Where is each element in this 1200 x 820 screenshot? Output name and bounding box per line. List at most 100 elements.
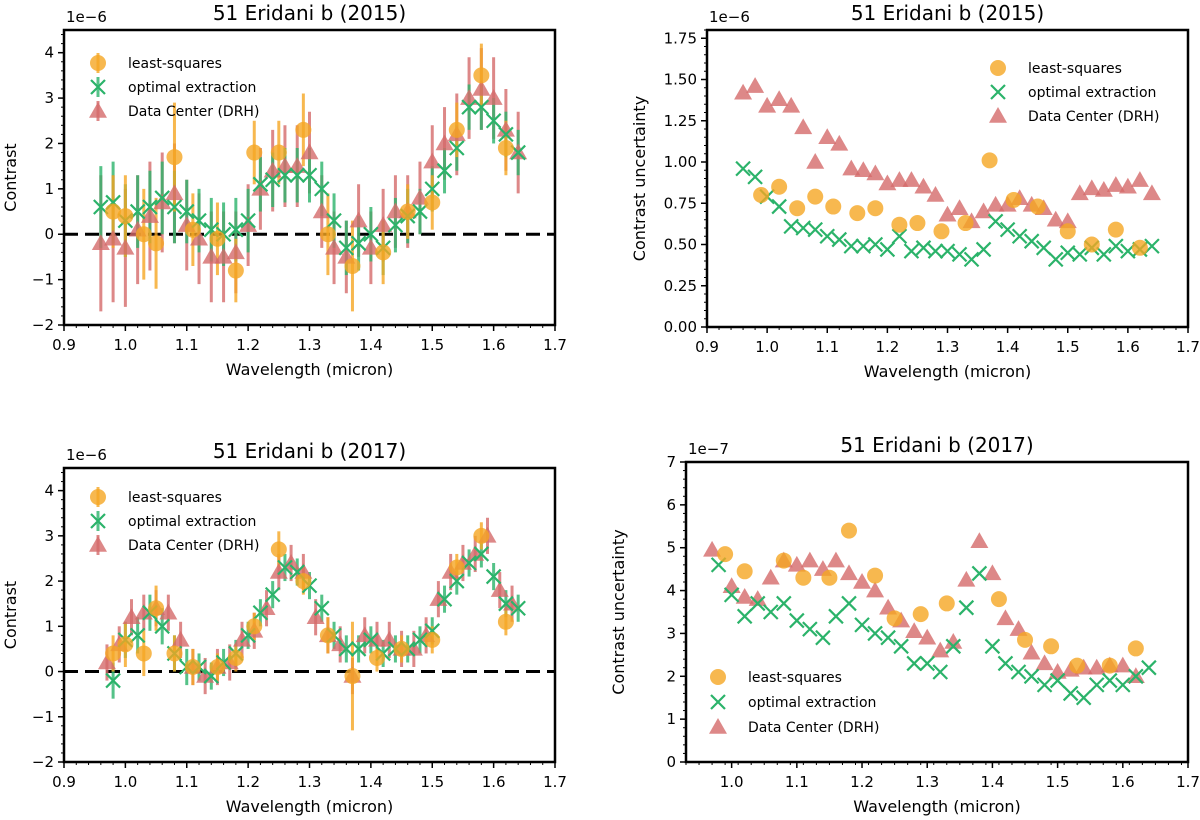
y-tick-label: 2 xyxy=(44,134,54,152)
data-point-x xyxy=(975,241,992,258)
data-point-triangle xyxy=(770,90,789,107)
data-point-x xyxy=(903,243,920,259)
data-point-triangle xyxy=(263,161,282,178)
data-point-circle xyxy=(105,203,122,220)
data-point-x xyxy=(815,629,831,646)
legend-symbol xyxy=(90,55,106,71)
data-point-x xyxy=(945,638,962,655)
data-point-circle xyxy=(105,645,122,662)
legend-label-optimal-extraction: optimal extraction xyxy=(748,695,876,711)
data-point-triangle xyxy=(735,588,754,604)
data-point-circle xyxy=(867,200,884,217)
data-point-triangle xyxy=(275,157,294,173)
data-point-triangle xyxy=(190,229,209,246)
data-point-triangle xyxy=(171,630,190,647)
y-tick-label: 3 xyxy=(666,624,676,642)
data-point-triangle xyxy=(839,564,858,581)
data-point-triangle xyxy=(905,622,924,639)
data-point-triangle xyxy=(970,532,989,549)
data-point-triangle xyxy=(957,570,976,587)
legend-marker-data-center xyxy=(89,101,107,121)
data-point-triangle xyxy=(165,184,184,201)
data-point-circle xyxy=(344,668,361,685)
legend-symbol xyxy=(710,694,726,710)
data-point-triangle xyxy=(1130,171,1149,187)
x-tick-label: 1.6 xyxy=(1116,338,1140,356)
y-tick-label: 0.75 xyxy=(664,194,697,212)
chart-title: 51 Eridani b (2017) xyxy=(840,433,1033,457)
data-point-triangle xyxy=(734,83,753,100)
data-point-circle xyxy=(497,140,514,156)
data-point-triangle xyxy=(1142,184,1161,201)
data-point-x xyxy=(939,243,956,259)
data-point-x xyxy=(987,213,1004,230)
legend-symbol xyxy=(90,79,106,95)
data-point-x xyxy=(1023,233,1040,249)
data-point-circle xyxy=(184,221,201,238)
y-tick-label: 5 xyxy=(666,539,676,557)
data-point-triangle xyxy=(484,89,503,105)
data-point-x xyxy=(919,655,935,672)
x-axis-label: Wavelength (micron) xyxy=(226,360,393,379)
data-point-triangle xyxy=(251,179,270,196)
legend-symbol xyxy=(90,489,106,505)
chart-title: 51 Eridani b (2017) xyxy=(213,439,406,463)
data-point-x xyxy=(997,655,1014,672)
data-point-x xyxy=(736,608,753,625)
data-point-x xyxy=(338,641,355,657)
legend-marker-least-squares xyxy=(90,53,106,73)
data-point-x xyxy=(142,199,158,215)
data-point-circle xyxy=(957,215,974,232)
legend-marker-least-squares xyxy=(90,487,106,507)
data-point-triangle xyxy=(902,171,921,187)
data-point-circle xyxy=(246,144,263,161)
x-tick-label: 1.5 xyxy=(1056,338,1080,356)
data-point-triangle xyxy=(974,202,993,219)
x-tick-label: 1.7 xyxy=(543,773,567,791)
data-point-x xyxy=(802,621,818,637)
y-tick-label: −1 xyxy=(32,708,54,726)
y-tick-label: 1.00 xyxy=(664,153,697,171)
data-point-x xyxy=(154,618,170,635)
data-point-triangle xyxy=(918,628,937,645)
legend-marker-least-squares xyxy=(990,60,1006,76)
data-point-triangle xyxy=(787,555,806,572)
data-point-x xyxy=(105,672,121,689)
data-point-x xyxy=(867,625,883,642)
data-point-x xyxy=(129,627,146,644)
data-point-circle xyxy=(166,149,183,166)
data-point-circle xyxy=(1069,657,1086,674)
x-tick-label: 1.1 xyxy=(785,773,809,791)
data-point-triangle xyxy=(758,96,777,113)
data-point-triangle xyxy=(460,89,479,105)
legend: least-squares optimal extraction Data Ce… xyxy=(989,60,1159,125)
x-tick-label: 1.0 xyxy=(113,336,137,354)
data-point-circle xyxy=(135,645,152,662)
data-point-x xyxy=(749,595,766,612)
data-point-triangle xyxy=(1094,181,1113,197)
data-point-triangle xyxy=(866,581,885,598)
x-tick-label: 1.5 xyxy=(1046,773,1070,791)
chart-title: 51 Eridani b (2015) xyxy=(851,1,1044,25)
data-point-x xyxy=(363,226,379,243)
tick-layer: 0.9 1.0 1.1 1.2 1.3 1.4 1.5 1.6 1.7 −2 −1 0 1 2 3 4 xyxy=(32,34,567,354)
data-point-x xyxy=(228,221,244,238)
data-point-x xyxy=(927,243,944,259)
y-tick-label: 7 xyxy=(666,453,676,471)
data-point-x xyxy=(289,167,306,184)
data-layer xyxy=(91,43,528,312)
y-tick-label: 1 xyxy=(666,710,676,728)
legend-symbol xyxy=(90,513,106,529)
data-point-circle xyxy=(117,636,134,653)
data-point-circle xyxy=(448,121,465,138)
data-point-triangle xyxy=(782,96,801,113)
data-point-x xyxy=(485,112,502,129)
data-point-x xyxy=(843,238,860,254)
legend: least-squares optimal extraction Data Ce… xyxy=(89,487,259,555)
data-point-circle xyxy=(209,230,226,247)
data-point-x xyxy=(932,664,949,680)
data-point-x xyxy=(277,559,293,576)
data-point-circle xyxy=(319,226,336,243)
data-point-triangle xyxy=(288,157,307,173)
data-point-x xyxy=(747,169,763,185)
